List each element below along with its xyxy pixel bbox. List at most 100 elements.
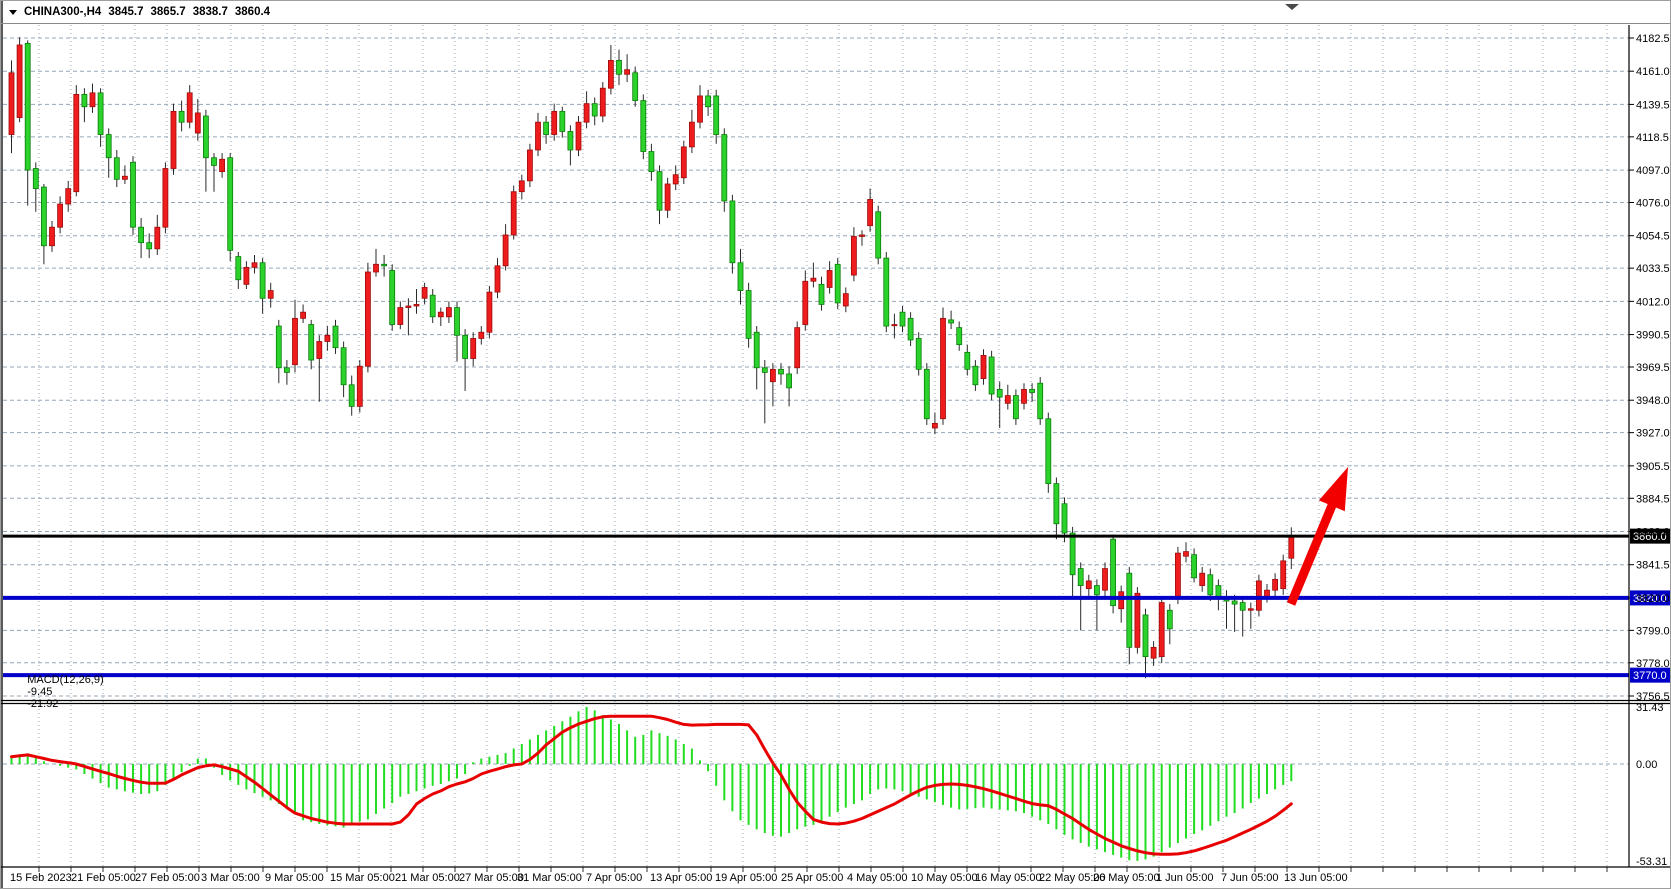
candle — [689, 121, 695, 148]
candle — [518, 180, 525, 193]
candle — [283, 367, 290, 373]
candle — [97, 92, 104, 135]
time-axis-label: 3 Mar 05:00 — [201, 872, 260, 884]
ohlc-open: 3845.7 — [108, 6, 144, 18]
candle — [1231, 600, 1238, 605]
chart-shift-marker-icon[interactable] — [1285, 4, 1299, 10]
candle — [632, 72, 639, 101]
candle — [65, 188, 72, 205]
candle — [1013, 395, 1019, 420]
candle — [494, 265, 501, 293]
candle — [818, 283, 825, 305]
candle — [462, 334, 469, 359]
candle — [445, 307, 452, 318]
candle — [454, 307, 460, 336]
candle — [89, 92, 96, 108]
candle — [656, 171, 663, 211]
candle — [1085, 580, 1092, 590]
candle — [705, 95, 711, 108]
candle — [1256, 580, 1262, 611]
candle — [122, 175, 128, 180]
candle — [932, 422, 938, 429]
candle — [1215, 585, 1222, 597]
candle — [81, 93, 88, 108]
candle — [154, 226, 161, 250]
candle — [551, 110, 558, 135]
candle — [1183, 551, 1189, 557]
ohlc-high: 3865.7 — [150, 6, 186, 18]
price-axis-label: 4076.0 — [1636, 198, 1670, 210]
price-axis-label: 3820.0 — [1636, 593, 1670, 605]
price-level-label: 3770.0 — [1633, 670, 1667, 682]
trend-arrow-head[interactable] — [1318, 467, 1348, 512]
candle — [940, 317, 946, 420]
candle — [202, 115, 209, 159]
candle — [1239, 602, 1246, 611]
candle — [275, 325, 282, 369]
candle — [8, 72, 15, 135]
candle — [915, 338, 922, 370]
candle — [470, 338, 477, 359]
symbol-timeframe: CHINA300-,H4 — [24, 6, 102, 18]
time-axis-label: 1 Jun 05:00 — [1156, 872, 1214, 884]
macd-axis-label: 0.00 — [1636, 759, 1657, 771]
candle — [348, 384, 355, 407]
price-level-label: 3820.0 — [1633, 593, 1667, 605]
candle — [980, 355, 987, 379]
price-axis-label: 3778.0 — [1636, 658, 1670, 670]
candle — [1094, 585, 1100, 596]
price-level-label-box — [1630, 528, 1670, 544]
candle — [227, 157, 234, 251]
candle — [316, 341, 323, 359]
time-axis-label: 7 Apr 05:00 — [586, 872, 642, 884]
candle — [770, 368, 776, 383]
candle — [300, 311, 307, 319]
candle — [130, 161, 136, 228]
candle — [1021, 388, 1027, 404]
price-axis-label: 4033.5 — [1636, 263, 1670, 275]
candle — [1029, 388, 1035, 393]
candle — [1142, 614, 1149, 658]
candle — [899, 311, 906, 327]
time-axis-label: 27 Feb 05:00 — [135, 872, 200, 884]
candle — [1247, 608, 1254, 611]
candle — [421, 287, 428, 299]
candle — [535, 121, 541, 151]
candle — [170, 110, 177, 169]
window-left-border — [1, 1, 3, 888]
macd-main-value: -9.45 — [27, 686, 53, 698]
candle — [364, 271, 371, 367]
symbol-dropdown-icon[interactable] — [9, 9, 17, 15]
candle — [502, 234, 509, 267]
candle — [713, 95, 720, 135]
candle — [1053, 483, 1060, 525]
price-axis-label: 3863.0 — [1636, 527, 1670, 539]
price-axis-label: 3756.5 — [1636, 691, 1670, 703]
candle — [996, 388, 1003, 398]
time-axis-label: 10 May 05:00 — [911, 872, 978, 884]
candle — [24, 43, 31, 171]
price-axis-label: 4012.0 — [1636, 296, 1670, 308]
candle — [397, 307, 404, 325]
symbol-info-bar: CHINA300-,H4 3845.7 3865.7 3838.7 3860.4 — [9, 5, 277, 19]
price-axis-label: 4161.0 — [1636, 66, 1670, 78]
price-axis-label: 3799.0 — [1636, 625, 1670, 637]
candle — [786, 373, 792, 389]
candle — [1118, 591, 1125, 610]
time-axis-label: 7 Jun 05:00 — [1221, 872, 1279, 884]
price-level-label-box — [1630, 590, 1670, 606]
candle — [32, 168, 39, 189]
time-axis-label: 13 Apr 05:00 — [650, 872, 712, 884]
candle — [510, 191, 517, 236]
candle — [729, 200, 736, 264]
trend-arrow-shaft[interactable] — [1286, 498, 1339, 606]
candle — [527, 149, 533, 182]
candle — [851, 236, 857, 276]
candle — [1110, 538, 1116, 607]
candle — [1150, 646, 1157, 659]
candle — [608, 59, 614, 89]
time-axis-label: 25 Apr 05:00 — [781, 872, 843, 884]
candle — [413, 304, 420, 307]
